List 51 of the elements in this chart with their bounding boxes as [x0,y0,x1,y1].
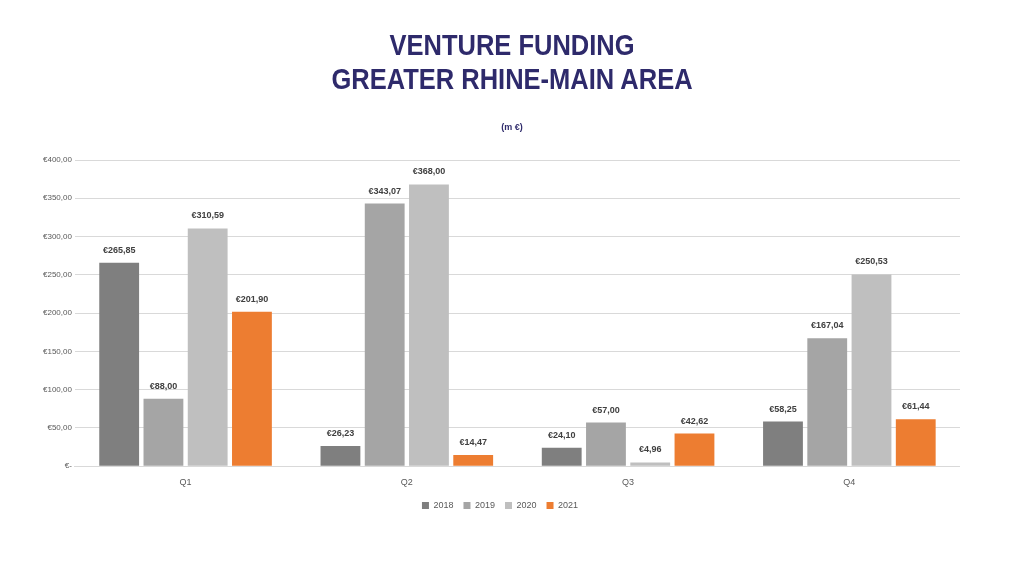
bar [630,462,671,466]
data-label: €24,10 [547,429,576,440]
data-label: €57,00 [592,404,620,415]
bar [541,447,582,466]
legend-label: 2019 [474,499,496,510]
y-tick-label: €150,00 [43,346,73,356]
data-label: €310,59 [191,210,224,221]
bar [409,184,449,466]
y-tick-label: €300,00 [43,231,73,241]
x-tick-label: Q2 [400,477,413,488]
data-label: €368,00 [412,166,446,177]
x-tick-label: Q4 [843,477,856,488]
data-label: €4,96 [638,444,662,455]
x-tick-label: Q1 [179,477,192,488]
bar [99,262,140,466]
bar [851,274,892,466]
x-tick-label: Q3 [622,477,635,488]
bar [807,338,848,466]
bar [320,446,361,466]
y-tick-label: €400,00 [43,155,73,165]
data-label: €42,62 [680,415,709,426]
y-tick-label: €- [64,461,73,471]
data-label: €201,90 [235,293,269,304]
data-label: €58,25 [769,403,797,414]
bar [364,203,405,466]
data-label: €265,85 [102,244,136,255]
data-label: €167,04 [810,320,844,331]
bar [586,422,626,466]
data-label: €61,44 [901,401,930,412]
bar [143,398,184,466]
bar [453,455,494,466]
data-label: €250,53 [855,256,888,267]
data-label: €88,00 [149,380,178,391]
data-label: €26,23 [326,428,355,439]
y-tick-label: €250,00 [43,270,73,280]
bar [895,419,936,466]
data-label: €14,47 [459,437,487,448]
chart-title: VENTURE FUNDING GREATER RHINE-MAIN AREA [330,28,694,96]
legend-label: 2018 [433,499,454,510]
y-tick-label: €350,00 [43,193,73,203]
y-tick-label: €50,00 [47,423,73,433]
y-tick-label: €100,00 [43,384,73,394]
bar [187,228,228,466]
y-tick-label: €200,00 [43,308,73,318]
legend-label: 2020 [516,499,537,510]
data-label: €343,07 [368,185,401,196]
legend-label: 2021 [558,499,579,510]
chart-subtitle: (m €) [500,122,524,132]
bar [232,311,272,466]
bar [674,433,715,466]
bar [763,421,803,466]
